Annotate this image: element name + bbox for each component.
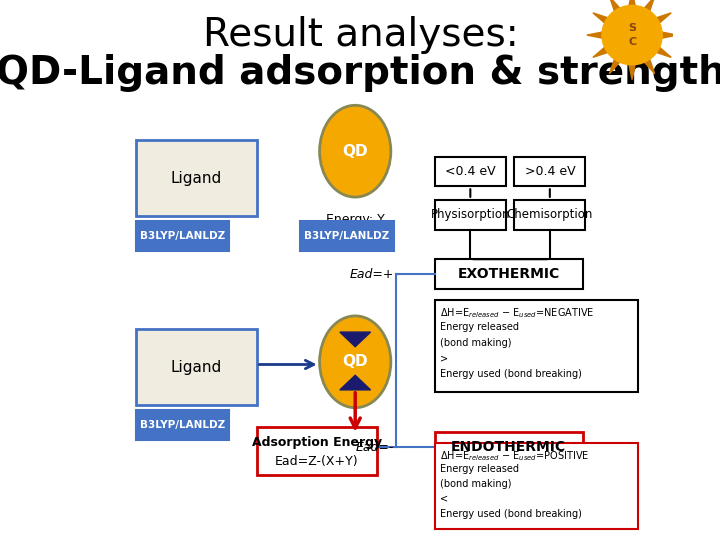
Text: $\Delta$H=E$_{released}$ $-$ E$_{used}$=POSITIVE: $\Delta$H=E$_{released}$ $-$ E$_{used}$=… bbox=[440, 449, 590, 463]
Text: S: S bbox=[628, 23, 636, 33]
Text: Ligand: Ligand bbox=[171, 360, 222, 375]
Text: C: C bbox=[628, 37, 636, 47]
FancyBboxPatch shape bbox=[300, 221, 394, 251]
Text: <0.4 eV: <0.4 eV bbox=[445, 165, 495, 178]
Text: $\Delta$H=E$_{released}$ $-$ E$_{used}$=NEGATIVE: $\Delta$H=E$_{released}$ $-$ E$_{used}$=… bbox=[440, 306, 595, 320]
Text: Energy: Z: Energy: Z bbox=[136, 421, 196, 434]
FancyBboxPatch shape bbox=[514, 200, 585, 230]
FancyBboxPatch shape bbox=[435, 443, 637, 529]
Text: Energy released: Energy released bbox=[440, 464, 519, 474]
Text: Ead=Z-(X+Y): Ead=Z-(X+Y) bbox=[275, 455, 359, 468]
Text: ENDOTHERMIC: ENDOTHERMIC bbox=[451, 440, 566, 454]
Text: Ead=-: Ead=- bbox=[355, 441, 394, 454]
FancyBboxPatch shape bbox=[435, 300, 637, 392]
FancyBboxPatch shape bbox=[136, 329, 256, 405]
Polygon shape bbox=[340, 332, 371, 347]
FancyBboxPatch shape bbox=[435, 432, 582, 462]
Text: QD-Ligand adsorption & strength: QD-Ligand adsorption & strength bbox=[0, 54, 720, 92]
Circle shape bbox=[602, 5, 662, 65]
Polygon shape bbox=[593, 44, 612, 57]
Ellipse shape bbox=[320, 316, 391, 408]
FancyBboxPatch shape bbox=[136, 140, 256, 216]
Text: B3LYP/LANLDZ: B3LYP/LANLDZ bbox=[305, 231, 390, 241]
Text: Energy used (bond breaking): Energy used (bond breaking) bbox=[440, 509, 582, 519]
Polygon shape bbox=[593, 13, 612, 26]
Polygon shape bbox=[609, 55, 623, 73]
Text: (bond making): (bond making) bbox=[440, 338, 512, 348]
Polygon shape bbox=[657, 31, 678, 39]
Polygon shape bbox=[642, 55, 654, 73]
Text: Physisorption: Physisorption bbox=[431, 208, 510, 221]
Ellipse shape bbox=[320, 105, 391, 197]
Text: B3LYP/LANLDZ: B3LYP/LANLDZ bbox=[140, 420, 225, 430]
FancyBboxPatch shape bbox=[514, 157, 585, 186]
Text: Ead=+: Ead=+ bbox=[349, 268, 394, 281]
Polygon shape bbox=[628, 60, 636, 79]
FancyBboxPatch shape bbox=[136, 410, 229, 440]
Polygon shape bbox=[609, 0, 623, 15]
Polygon shape bbox=[587, 31, 606, 39]
Text: (bond making): (bond making) bbox=[440, 479, 512, 489]
Text: Energy released: Energy released bbox=[440, 322, 519, 332]
Text: Ligand: Ligand bbox=[171, 171, 222, 186]
Text: QD: QD bbox=[343, 354, 368, 369]
Polygon shape bbox=[642, 0, 654, 15]
FancyBboxPatch shape bbox=[435, 200, 506, 230]
Text: Energy: X: Energy: X bbox=[136, 232, 196, 245]
Text: QD: QD bbox=[343, 144, 368, 159]
Polygon shape bbox=[652, 13, 671, 26]
Text: >0.4 eV: >0.4 eV bbox=[524, 165, 575, 178]
Polygon shape bbox=[652, 44, 671, 57]
FancyBboxPatch shape bbox=[435, 157, 506, 186]
Text: Energy: Y: Energy: Y bbox=[326, 213, 384, 226]
Text: <: < bbox=[440, 494, 449, 504]
FancyBboxPatch shape bbox=[136, 221, 229, 251]
Text: Adsorption Energy: Adsorption Energy bbox=[252, 436, 382, 449]
Text: B3LYP/LANLDZ: B3LYP/LANLDZ bbox=[140, 231, 225, 241]
Text: Chemisorption: Chemisorption bbox=[507, 208, 593, 221]
Text: EXOTHERMIC: EXOTHERMIC bbox=[458, 267, 560, 281]
FancyBboxPatch shape bbox=[256, 427, 377, 475]
Text: Result analyses:: Result analyses: bbox=[203, 16, 518, 54]
Text: Energy used (bond breaking): Energy used (bond breaking) bbox=[440, 369, 582, 380]
FancyBboxPatch shape bbox=[435, 259, 582, 289]
Polygon shape bbox=[340, 375, 371, 390]
Polygon shape bbox=[628, 0, 636, 10]
Text: >: > bbox=[440, 354, 449, 363]
